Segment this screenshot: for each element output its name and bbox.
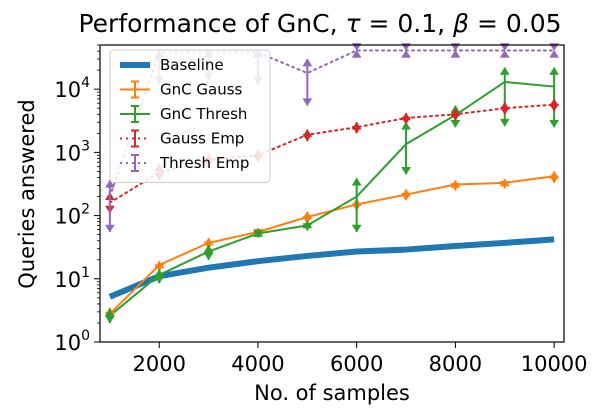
error-cap-high-thresh-emp: [351, 49, 362, 58]
error-cap-low-gnc-thresh: [203, 252, 214, 261]
legend-label: Baseline: [160, 56, 224, 74]
chart-title: Performance of GnC, τ = 0.1, β = 0.05: [78, 9, 561, 38]
error-cap-low-gnc-thresh: [450, 119, 461, 128]
error-cap-high-gnc-thresh: [549, 67, 560, 75]
error-cap-low-gnc-gauss: [154, 264, 165, 273]
error-cap-low-gnc-gauss: [401, 192, 412, 201]
error-cap-low-gnc-thresh: [499, 118, 510, 127]
legend-label: Gauss Emp: [160, 130, 244, 148]
error-cap-low-gnc-gauss: [499, 181, 510, 189]
error-cap-low-gauss-emp: [302, 134, 313, 142]
error-cap-low-gnc-thresh: [252, 230, 263, 238]
x-tick-label: 4000: [231, 352, 284, 376]
error-cap-low-gauss-emp: [450, 113, 461, 121]
axes-frame: [99, 44, 565, 343]
error-cap-low-gauss-emp: [401, 116, 412, 125]
error-cap-low-gnc-gauss: [302, 216, 313, 224]
error-cap-low-gnc-thresh: [549, 119, 560, 128]
error-cap-low-gnc-gauss: [450, 183, 461, 191]
error-cap-low-thresh-emp: [104, 224, 115, 233]
y-tick-label: 102: [54, 202, 90, 229]
error-cap-low-gauss-emp: [351, 126, 362, 134]
error-cap-low-gnc-thresh: [154, 276, 165, 284]
y-tick-label: 104: [54, 75, 90, 102]
error-cap-high-gnc-thresh: [351, 177, 362, 186]
x-axis: 2000 4000 6000 8000 10000: [133, 342, 588, 376]
series-line-gnc-thresh: [109, 80, 555, 317]
x-tick-label: 6000: [330, 352, 383, 376]
x-tick-label: 10000: [521, 352, 588, 376]
error-cap-low-gnc-thresh: [351, 224, 362, 233]
x-tick-label: 2000: [133, 352, 186, 376]
y-tick-label: 103: [54, 138, 90, 165]
error-cap-high-thresh-emp: [401, 49, 412, 58]
error-cap-low-gnc-thresh: [104, 315, 115, 324]
y-axis-label: Queries answered: [15, 99, 39, 288]
error-cap-high-thresh-emp: [450, 49, 461, 58]
y-tick-label: 101: [54, 265, 90, 292]
x-tick-label: 8000: [429, 352, 482, 376]
error-cap-high-gnc-thresh: [203, 244, 214, 253]
legend-box: [109, 49, 271, 183]
legend-label: GnC Thresh: [160, 105, 247, 123]
error-cap-low-gnc-thresh: [302, 223, 313, 232]
error-cap-high-thresh-emp: [302, 58, 313, 67]
error-cap-high-thresh-emp: [549, 49, 560, 58]
y-axis: 100 101 102 103 104: [54, 44, 100, 355]
error-cap-low-gauss-emp: [499, 107, 510, 115]
legend-label: Thresh Emp: [159, 154, 249, 172]
error-cap-low-gnc-thresh: [401, 167, 412, 175]
error-cap-low-thresh-emp: [302, 98, 313, 107]
y-tick-label: 100: [54, 328, 90, 355]
legend-label: GnC Gauss: [160, 81, 243, 99]
error-cap-low-gnc-gauss: [549, 175, 560, 184]
error-cap-high-thresh-emp: [104, 179, 115, 188]
error-cap-high-gnc-thresh: [499, 67, 510, 75]
error-cap-high-gnc-thresh: [401, 121, 412, 130]
x-axis-label: No. of samples: [254, 381, 410, 405]
error-cap-low-gauss-emp: [549, 103, 560, 112]
series-line-baseline: [108, 236, 555, 300]
legend: Baseline GnC Gauss GnC Thresh Gauss Emp Thre…: [109, 49, 271, 183]
error-cap-high-thresh-emp: [499, 49, 510, 58]
